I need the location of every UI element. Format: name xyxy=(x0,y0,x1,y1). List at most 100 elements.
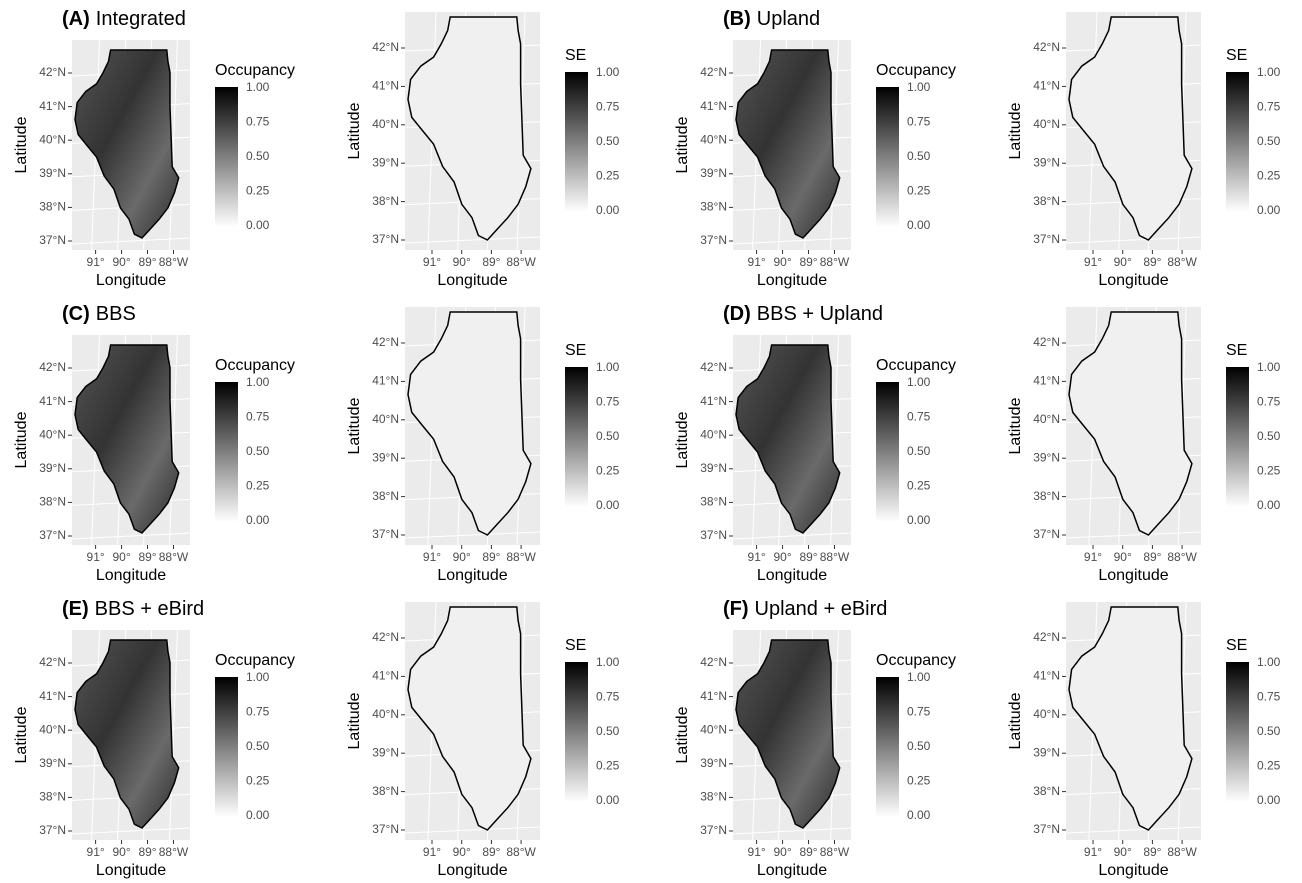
graticule xyxy=(829,629,839,841)
lon-tick-label: 88°W xyxy=(1167,845,1197,859)
lat-tick-label: 39°N xyxy=(1033,450,1060,464)
legend-title: SE xyxy=(1226,47,1247,64)
legend-tick-label: 0.25 xyxy=(596,169,620,183)
panel-title: (D) BBS + Upland xyxy=(723,303,883,325)
legend-tick-label: 0.00 xyxy=(246,218,270,232)
legend-tick-label: 0.25 xyxy=(1257,169,1281,183)
lat-tick-label: 39°N xyxy=(700,756,727,770)
lat-tick-label: 42°N xyxy=(700,65,727,79)
legend-tick-label: 1.00 xyxy=(246,375,270,389)
lat-tick-label: 41°N xyxy=(372,79,399,93)
lat-tick-label: 39°N xyxy=(39,461,66,475)
y-axis-title: Latitude xyxy=(13,706,30,763)
lat-tick-label: 39°N xyxy=(39,756,66,770)
x-axis-title: Longitude xyxy=(1098,862,1168,879)
panel-name: Upland + eBird xyxy=(755,598,888,620)
lon-tick-label: 88°W xyxy=(1167,255,1197,269)
lat-tick-label: 37°N xyxy=(700,823,727,837)
graticule xyxy=(168,334,178,546)
lat-tick-label: 42°N xyxy=(39,65,66,79)
x-axis-title: Longitude xyxy=(1098,272,1168,289)
lon-tick-label: 89° xyxy=(1143,550,1161,564)
panel: (B) Upland 42°N 41°N 40°N 39°N 38°N 37°N 91° 90° 8… xyxy=(674,8,1280,289)
lat-tick-label: 40°N xyxy=(1033,117,1060,131)
legend-title: SE xyxy=(1226,342,1247,359)
lat-tick-label: 39°N xyxy=(372,155,399,169)
legend-tick-label: 0.25 xyxy=(596,759,620,773)
legend-tick-label: 0.50 xyxy=(596,724,620,738)
lat-tick-label: 40°N xyxy=(700,722,727,736)
legend-tick-label: 1.00 xyxy=(596,65,620,79)
lon-tick-label: 88°W xyxy=(506,255,536,269)
panel-title: (C) BBS xyxy=(62,303,136,325)
lon-tick-label: 89° xyxy=(799,255,817,269)
state-outline xyxy=(407,606,532,831)
x-axis-title: Longitude xyxy=(96,567,166,584)
legend-tick-label: 0.50 xyxy=(246,739,270,753)
colorbar xyxy=(876,677,899,817)
lon-tick-label: 89° xyxy=(799,550,817,564)
state-outline xyxy=(735,639,841,829)
lon-tick-label: 89° xyxy=(1143,845,1161,859)
legend-tick-label: 0.75 xyxy=(1257,690,1281,704)
lat-tick-label: 42°N xyxy=(39,655,66,669)
lat-tick-label: 41°N xyxy=(1033,79,1060,93)
lat-tick-label: 42°N xyxy=(372,40,399,54)
legend-tick-label: 0.00 xyxy=(246,808,270,822)
legend-tick-label: 0.00 xyxy=(1257,203,1281,217)
lat-tick-label: 37°N xyxy=(39,528,66,542)
lat-tick-label: 37°N xyxy=(1033,527,1060,541)
lat-tick-label: 37°N xyxy=(39,233,66,247)
lat-tick-label: 37°N xyxy=(372,527,399,541)
legend-title: SE xyxy=(565,637,586,654)
lat-tick-label: 40°N xyxy=(372,707,399,721)
lon-tick-label: 90° xyxy=(453,550,471,564)
lat-tick-label: 37°N xyxy=(39,823,66,837)
lon-tick-label: 88°W xyxy=(159,550,189,564)
legend-tick-label: 0.50 xyxy=(246,444,270,458)
lat-tick-label: 41°N xyxy=(39,394,66,408)
legend-tick-label: 1.00 xyxy=(596,655,620,669)
lon-tick-label: 88°W xyxy=(506,550,536,564)
lon-tick-label: 91° xyxy=(1084,550,1102,564)
legend-tick-label: 1.00 xyxy=(907,80,931,94)
panel-title: (B) Upland xyxy=(723,8,820,30)
lat-tick-label: 42°N xyxy=(1033,630,1060,644)
legend-tick-label: 0.00 xyxy=(907,808,931,822)
state-outline xyxy=(74,344,180,534)
lon-tick-label: 88°W xyxy=(159,255,189,269)
legend-tick-label: 0.25 xyxy=(907,479,931,493)
x-axis-title: Longitude xyxy=(1098,567,1168,584)
graticule xyxy=(829,39,839,251)
lon-tick-label: 89° xyxy=(799,845,817,859)
lat-tick-label: 41°N xyxy=(39,689,66,703)
legend-tick-label: 1.00 xyxy=(907,670,931,684)
legend-tick-label: 0.75 xyxy=(596,690,620,704)
lon-tick-label: 89° xyxy=(482,550,500,564)
lon-tick-label: 91° xyxy=(87,255,105,269)
lat-tick-label: 37°N xyxy=(700,528,727,542)
legend-tick-label: 0.75 xyxy=(596,100,620,114)
x-axis-title: Longitude xyxy=(96,272,166,289)
lat-tick-label: 37°N xyxy=(700,233,727,247)
legend-tick-label: 0.50 xyxy=(907,149,931,163)
y-axis-title: Latitude xyxy=(674,411,691,468)
panel-name: Upland xyxy=(757,8,820,30)
lon-tick-label: 91° xyxy=(87,845,105,859)
lon-tick-label: 90° xyxy=(453,845,471,859)
lat-tick-label: 38°N xyxy=(1033,784,1060,798)
legend-tick-label: 0.50 xyxy=(246,149,270,163)
lon-tick-label: 90° xyxy=(773,550,791,564)
lat-tick-label: 42°N xyxy=(1033,40,1060,54)
legend-tick-label: 1.00 xyxy=(1257,360,1281,374)
panel-name: BBS xyxy=(96,303,136,325)
state-outline xyxy=(1068,16,1193,241)
legend-tick-label: 0.75 xyxy=(907,115,931,129)
lat-tick-label: 38°N xyxy=(700,200,727,214)
legend-tick-label: 0.00 xyxy=(907,513,931,527)
lat-tick-label: 41°N xyxy=(700,99,727,113)
lat-tick-label: 38°N xyxy=(372,194,399,208)
lon-tick-label: 91° xyxy=(1084,845,1102,859)
lat-tick-label: 38°N xyxy=(700,790,727,804)
lat-tick-label: 41°N xyxy=(700,689,727,703)
